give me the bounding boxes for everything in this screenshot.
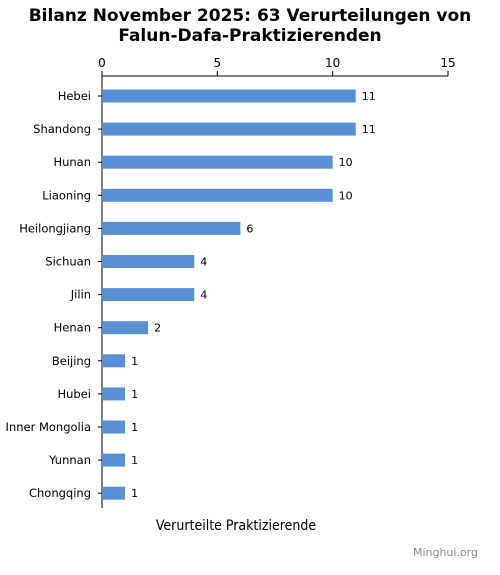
bar: [102, 221, 241, 235]
value-label: 10: [339, 189, 353, 202]
bar: [102, 122, 356, 136]
category-label: Henan: [54, 321, 91, 335]
value-label: 1: [131, 388, 138, 401]
value-label: 4: [200, 289, 207, 302]
chart-title-line-1: Bilanz November 2025: 63 Verurteilungen …: [29, 6, 472, 26]
bar: [102, 155, 333, 169]
bar: [102, 453, 126, 467]
category-label: Hubei: [57, 387, 91, 401]
value-label: 11: [362, 123, 376, 136]
category-label: Sichuan: [45, 255, 91, 269]
value-label: 11: [362, 90, 376, 103]
value-label: 1: [131, 355, 138, 368]
value-label: 2: [154, 322, 161, 335]
category-label: Yunnan: [48, 453, 91, 467]
category-label: Chongqing: [29, 486, 91, 500]
chart-title-line-2: Falun-Dafa-Praktizierenden: [118, 26, 381, 46]
bar: [102, 354, 126, 368]
bar: [102, 420, 126, 434]
value-label: 10: [339, 156, 353, 169]
x-tick-label: 0: [98, 56, 106, 70]
x-tick-label: 15: [440, 56, 455, 70]
category-label: Liaoning: [42, 188, 91, 202]
category-label: Beijing: [52, 354, 91, 368]
x-tick-label: 5: [214, 56, 222, 70]
bar: [102, 188, 333, 202]
category-label: Inner Mongolia: [6, 420, 91, 434]
value-label: 4: [200, 256, 207, 269]
value-label: 1: [131, 487, 138, 500]
category-label: Hunan: [53, 155, 91, 169]
value-label: 1: [131, 421, 138, 434]
bar: [102, 255, 195, 268]
x-tick-label: 10: [325, 56, 340, 70]
bar: [102, 387, 126, 401]
x-axis: 0 5 10 15: [98, 56, 456, 508]
value-label: 6: [246, 222, 253, 235]
category-label: Shandong: [33, 122, 91, 136]
category-label: Heilongjiang: [19, 221, 91, 235]
bar: [102, 321, 149, 335]
bar: [102, 486, 126, 500]
category-label: Jilin: [70, 288, 91, 302]
source-label: Minghui.org: [413, 546, 478, 559]
value-label: 1: [131, 454, 138, 467]
category-label: Hebei: [58, 89, 91, 103]
bar: [102, 89, 356, 103]
x-axis-label: Verurteilte Praktizierende: [156, 518, 316, 534]
bar: [102, 288, 195, 302]
